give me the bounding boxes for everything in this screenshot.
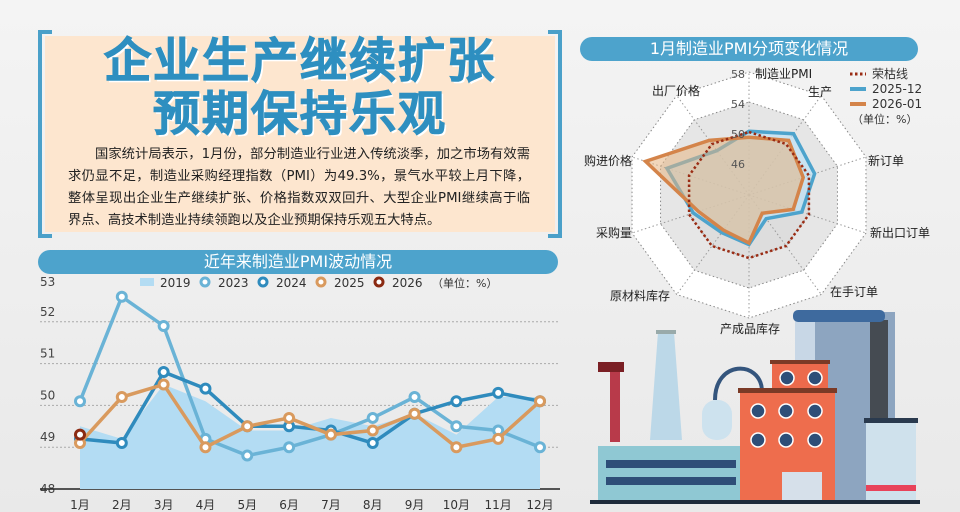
radar-ring-50 xyxy=(688,131,810,259)
y-tick-label: 50 xyxy=(40,388,55,402)
radar-axis-label: 新订单 xyxy=(868,153,904,168)
series-2024-line xyxy=(79,369,541,445)
series-2023-line xyxy=(78,294,541,458)
legend-label-2019: 2019 xyxy=(160,276,191,290)
point-2025 xyxy=(492,432,505,445)
point-2023 xyxy=(366,411,379,424)
body-paragraph: 国家统计局表示，1月份，部分制造业行业进入传统淡季，加之市场有效需求仍显不足，制… xyxy=(68,147,530,228)
radar-series-boom-bust-line xyxy=(687,130,811,260)
point-2024 xyxy=(157,365,170,378)
radar-ring-54 xyxy=(660,101,838,289)
radar-axis-label: 新出口订单 xyxy=(870,225,930,240)
x-tick-label: 7月 xyxy=(321,498,341,512)
radar-spoke xyxy=(676,95,750,196)
legend-label: 2025-12 xyxy=(872,82,922,96)
legend-label-2023: 2023 xyxy=(218,276,249,290)
legend-label-2024: 2024 xyxy=(276,276,307,290)
point-2025 xyxy=(283,411,296,424)
x-tick-label: 4月 xyxy=(196,498,216,512)
series-2025-line xyxy=(78,382,542,450)
point-2024 xyxy=(492,386,505,399)
headline-line1: 企业生产继续扩张 xyxy=(104,34,496,89)
point-2023 xyxy=(241,449,254,462)
point-2026 xyxy=(74,428,86,441)
point-2025 xyxy=(324,428,337,441)
legend-label-2025: 2025 xyxy=(334,276,365,290)
x-tick-label: 10月 xyxy=(443,498,470,512)
x-tick-label: 3月 xyxy=(154,498,174,512)
radar-spoke xyxy=(748,194,822,295)
title-panel xyxy=(45,36,555,232)
radar-axis-label: 购进价格 xyxy=(584,153,632,168)
y-tick-label: 49 xyxy=(40,430,55,444)
point-2025 xyxy=(408,407,421,420)
radar-ring-58 xyxy=(631,71,867,319)
point-2023 xyxy=(157,319,170,332)
radar-chart-title: 1月制造业PMI分项变化情况 xyxy=(580,37,918,61)
point-2023 xyxy=(115,290,128,303)
point-2023 xyxy=(283,441,296,454)
y-tick-label: 51 xyxy=(40,347,55,361)
radar-axis-label: 在手订单 xyxy=(830,285,878,299)
radar-tick-label: 46 xyxy=(731,158,745,171)
factory-illustration xyxy=(590,310,920,504)
radar-axis-label: 出厂价格 xyxy=(652,83,700,98)
line-chart-title: 近年来制造业PMI波动情况 xyxy=(38,250,558,274)
point-2025 xyxy=(534,395,546,408)
x-tick-label: 2月 xyxy=(112,498,132,512)
radar-tick-label: 54 xyxy=(731,98,745,111)
point-2023 xyxy=(450,420,463,433)
legend-label: 2026-01 xyxy=(872,97,922,111)
point-2025 xyxy=(115,391,128,404)
point-2024 xyxy=(199,382,212,395)
point-2023 xyxy=(74,395,86,408)
point-2025 xyxy=(450,441,463,454)
radar-spoke xyxy=(748,194,867,234)
radar-tick-label: 50 xyxy=(731,128,745,141)
point-2024 xyxy=(450,395,463,408)
legend-swatch-2025 xyxy=(315,276,327,288)
radar-tick-label: 58 xyxy=(731,68,745,81)
radar-spoke xyxy=(748,95,822,196)
radar-axis-label: 生产 xyxy=(808,85,832,99)
legend-label-2026: 2026 xyxy=(392,276,423,290)
point-2025 xyxy=(157,378,170,391)
radar-spoke xyxy=(631,156,750,196)
x-tick-label: 5月 xyxy=(237,498,257,512)
point-2025 xyxy=(199,441,212,454)
title-bracket-left xyxy=(38,30,52,238)
x-tick-label: 9月 xyxy=(405,498,425,512)
radar-series-2025-12 xyxy=(664,129,817,247)
radar-axis-label: 采购量 xyxy=(596,225,632,240)
title-bracket-right xyxy=(548,30,562,238)
x-tick-label: 11月 xyxy=(485,498,512,512)
point-2024 xyxy=(115,437,128,450)
y-tick-label: 53 xyxy=(40,275,55,289)
radar-spoke xyxy=(676,194,750,295)
unit-note: （单位：%） xyxy=(852,112,917,126)
x-tick-label: 1月 xyxy=(70,498,90,512)
x-tick-label: 6月 xyxy=(279,498,299,512)
point-2023 xyxy=(534,441,546,454)
x-tick-label: 8月 xyxy=(363,498,383,512)
point-2025 xyxy=(366,424,379,437)
point-2024 xyxy=(366,437,379,450)
legend-swatch-2026 xyxy=(373,276,385,288)
unit-note: （单位：%） xyxy=(432,276,497,290)
radar-spoke xyxy=(748,156,867,196)
legend-swatch-2019 xyxy=(140,278,154,286)
headline-line2: 预期保持乐观 xyxy=(153,87,447,142)
legend-label: 荣枯线 xyxy=(872,66,908,81)
legend-swatch-2024 xyxy=(257,276,269,288)
y-tick-label: 52 xyxy=(40,305,55,319)
x-tick-label: 12月 xyxy=(526,498,553,512)
radar-axis-label: 制造业PMI xyxy=(755,67,812,81)
radar-series-2026-01 xyxy=(642,135,806,246)
legend-swatch-2023 xyxy=(199,276,211,288)
point-2023 xyxy=(408,391,421,404)
radar-spoke xyxy=(631,194,750,234)
point-2025 xyxy=(241,420,254,433)
